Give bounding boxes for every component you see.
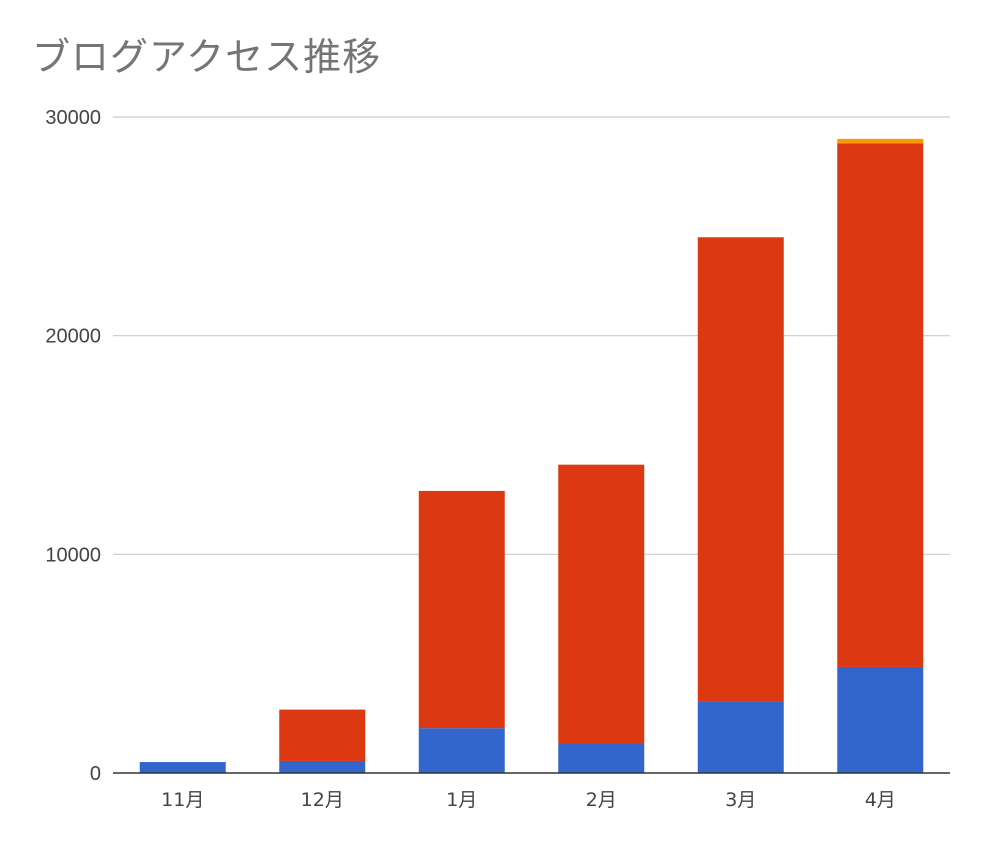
y-tick-label: 30000 xyxy=(45,107,101,129)
bar-4-series-0 xyxy=(697,701,784,773)
bar-4-series-1 xyxy=(697,237,784,702)
gridlines xyxy=(113,116,950,555)
bar-5-series-2 xyxy=(837,138,924,144)
bars xyxy=(139,138,924,773)
bar-1-series-0 xyxy=(279,760,366,773)
x-tick-label: 3月 xyxy=(725,789,756,811)
bar-3-series-1 xyxy=(558,464,645,744)
bar-3-series-0 xyxy=(558,743,645,773)
bar-1-series-1 xyxy=(279,709,366,761)
x-tick-label: 1月 xyxy=(446,789,477,811)
y-tick-label: 10000 xyxy=(45,544,101,566)
x-axis-labels: 11月 12月 1月 2月 3月 4月 xyxy=(161,789,896,811)
y-tick-label: 0 xyxy=(90,763,101,785)
x-tick-label: 4月 xyxy=(865,789,896,811)
chart-title: ブログアクセス推移 xyxy=(32,35,382,79)
bar-5-series-0 xyxy=(837,666,924,773)
x-tick-label: 2月 xyxy=(586,789,617,811)
y-tick-label: 20000 xyxy=(45,326,101,348)
bar-0-series-0 xyxy=(139,762,226,773)
x-tick-label: 11月 xyxy=(161,789,204,811)
bar-5-series-1 xyxy=(837,143,924,667)
y-axis-ticks: 0 10000 20000 30000 xyxy=(45,107,101,785)
bar-2-series-0 xyxy=(418,728,505,773)
x-tick-label: 12月 xyxy=(301,789,344,811)
bar-2-series-1 xyxy=(418,490,505,729)
